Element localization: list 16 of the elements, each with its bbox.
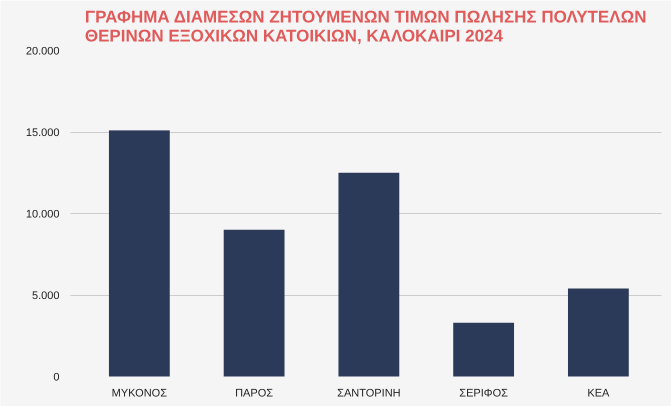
x-tick-label: ΠΑΡΟΣ	[235, 388, 274, 400]
y-tick-label: 20.000	[26, 46, 60, 58]
x-tick-label: ΜΥΚΟΝΟΣ	[112, 388, 168, 400]
bar	[568, 288, 629, 376]
x-tick-label: ΣΑΝΤΟΡΙΝΗ	[337, 388, 401, 400]
y-tick-label: 0	[53, 372, 60, 384]
x-tick-label: ΣΕΡΙΦΟΣ	[459, 388, 508, 400]
chart-title: ΓΡΑΦΗΜΑ ΔΙΑΜΕΣΩΝ ΖΗΤΟΥΜΕΝΩΝ ΤΙΜΩΝ ΠΩΛΗΣΗΣ ΠΟΛΥΤΕΛΩΝ ΘΕΡΙΝΩΝ ΕΞΟΧΙΚΩΝ ΚΑΤΟΙΚΙΩΝ, ΚΑΛΟΚΑΙΡΙ 2024	[84, 8, 647, 46]
y-tick-label: 5.000	[32, 290, 60, 302]
bar	[453, 322, 514, 376]
bar	[338, 172, 400, 376]
y-tick-label: 15.000	[26, 127, 60, 139]
y-tick-label: 10.000	[26, 208, 60, 220]
x-tick-label: ΚΕΑ	[587, 388, 610, 400]
bar	[108, 130, 170, 376]
bar	[224, 230, 285, 376]
